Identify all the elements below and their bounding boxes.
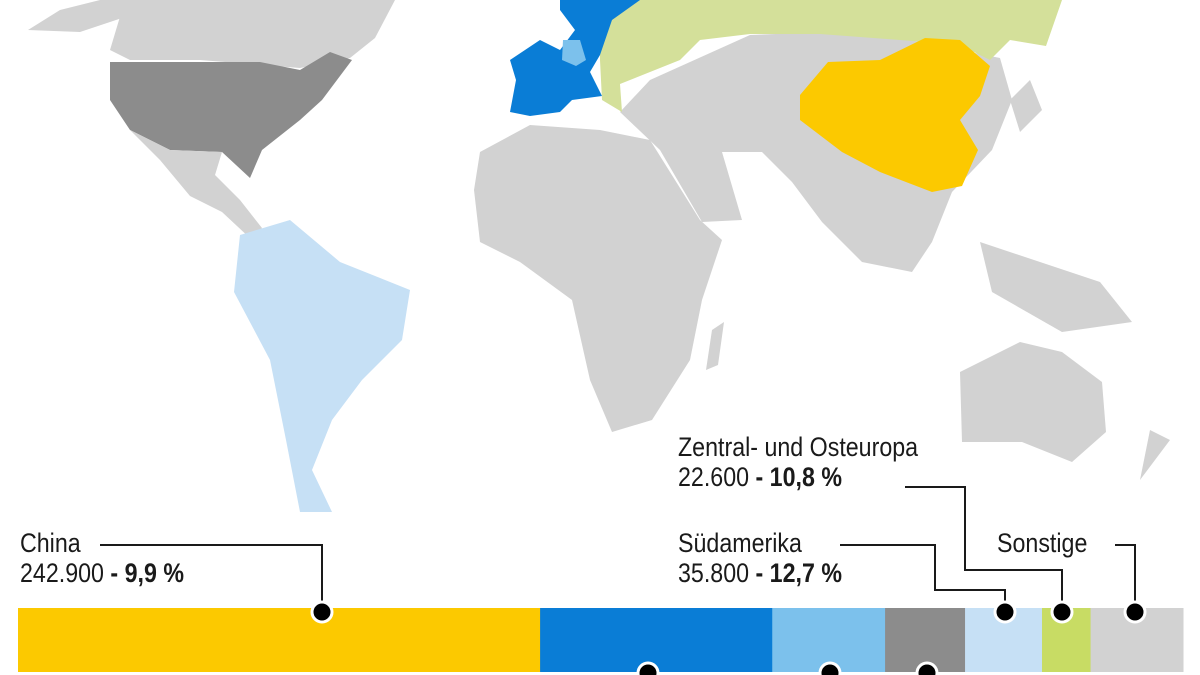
leader-line-0 (100, 544, 323, 612)
label-osteuropa-name: Zentral- und Osteuropa (678, 432, 919, 462)
leader-dot-1 (993, 600, 1017, 624)
map-southeast-asia (980, 242, 1132, 332)
leader-line-1 (840, 544, 1006, 612)
map-africa (474, 125, 722, 432)
bar-segment-2 (772, 608, 886, 672)
leader-line-3 (1115, 544, 1136, 612)
leader-lines (100, 486, 1136, 612)
map-germany (562, 40, 586, 66)
label-china-value: 242.900 (20, 558, 104, 588)
leader-dot-5 (818, 661, 842, 675)
map-australia (960, 342, 1106, 462)
label-osteuropa-value: 22.600 (678, 462, 750, 492)
leader-dot-0 (310, 600, 334, 624)
leader-dot-4 (636, 661, 660, 675)
leader-dots (310, 600, 1147, 675)
bar-segment-0 (18, 608, 541, 672)
label-sonstige: Sonstige (997, 528, 1087, 558)
label-osteuropa-change: - 10,8 % (755, 462, 842, 492)
map-south-america (234, 220, 410, 512)
map-new-zealand (1140, 430, 1170, 480)
leader-dot-6 (915, 661, 939, 675)
stacked-bar (18, 608, 1184, 672)
map-central-america (130, 130, 262, 240)
bar-segment-1 (540, 608, 773, 672)
label-china: China 242.900 - 9,9 % (20, 528, 184, 588)
label-sonstige-name: Sonstige (997, 528, 1088, 558)
leader-line-2 (905, 486, 1063, 612)
map-madagascar (706, 322, 724, 370)
label-suedamerika-value: 35.800 (678, 558, 750, 588)
label-china-change: - 9,9 % (110, 558, 184, 588)
map-japan (1010, 80, 1042, 132)
bar-segment-3 (885, 608, 966, 672)
label-suedamerika: Südamerika 35.800 - 12,7 % (678, 528, 842, 588)
map-russia (600, 0, 1062, 112)
map-canada (110, 0, 395, 68)
map-usa (110, 52, 352, 178)
leader-dot-2 (1050, 600, 1074, 624)
map-china (800, 38, 990, 192)
map-greenland (28, 0, 135, 32)
leader-dot-3 (1123, 600, 1147, 624)
label-china-name: China (20, 528, 81, 558)
label-suedamerika-name: Südamerika (678, 528, 802, 558)
label-suedamerika-change: - 12,7 % (755, 558, 842, 588)
label-osteuropa: Zentral- und Osteuropa 22.600 - 10,8 % (678, 432, 918, 492)
